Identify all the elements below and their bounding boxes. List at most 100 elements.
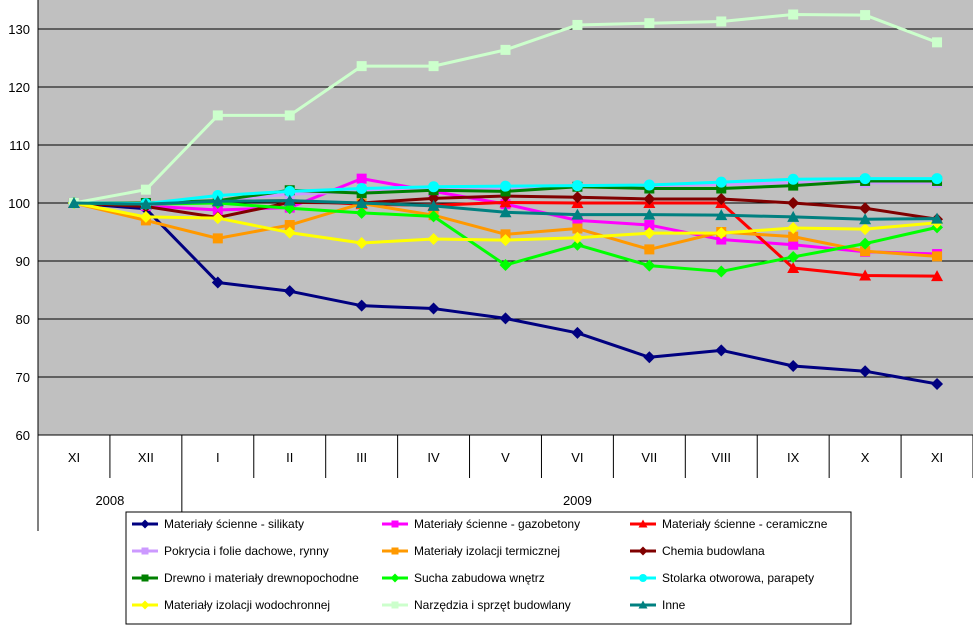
data-point: [500, 180, 511, 192]
y-tick-label: 110: [9, 138, 30, 153]
data-point: [571, 326, 584, 339]
data-point: [859, 213, 872, 225]
data-point: [571, 231, 584, 244]
data-point: [716, 183, 727, 194]
legend: Materiały ścienne - silikaty Materiały śc…: [125, 511, 852, 625]
data-point: [427, 192, 440, 205]
x-tick-label: II: [286, 450, 293, 465]
legend-item: Inne: [630, 598, 686, 612]
data-point: [859, 202, 872, 215]
data-point: [572, 19, 583, 30]
data-point: [715, 265, 728, 278]
data-point: [859, 223, 872, 236]
data-point: [644, 18, 655, 29]
x-tick-label: X: [861, 450, 870, 465]
legend-item: Narzędzia i sprzęt budowlany: [382, 598, 571, 612]
data-point: [427, 210, 440, 223]
data-point: [284, 220, 295, 231]
legend-label: Materiały ścienne - silikaty: [164, 517, 304, 531]
legend-label: Chemia budowlana: [662, 544, 765, 558]
data-point: [284, 110, 295, 121]
data-point: [788, 239, 799, 250]
data-point: [644, 220, 655, 231]
data-point: [859, 365, 872, 378]
y-tick-label: 80: [16, 312, 30, 327]
data-point: [212, 204, 223, 215]
data-point: [715, 209, 728, 221]
legend-item: Materiały izolacji wodochronnej: [132, 598, 330, 612]
data-point: [643, 192, 656, 205]
data-point: [715, 344, 728, 357]
legend-item: Materiały ścienne - silikaty: [132, 517, 304, 531]
data-point: [715, 227, 728, 240]
legend-marker: [639, 574, 647, 582]
data-point: [859, 173, 871, 185]
data-point: [427, 302, 440, 315]
series-12: [67, 194, 944, 225]
legend-marker: [391, 547, 399, 555]
legend-label: Materiały izolacji wodochronnej: [164, 598, 330, 612]
legend-item: Pokrycia i folie dachowe, rynny: [132, 544, 329, 558]
data-point: [644, 244, 655, 255]
data-point: [643, 227, 656, 240]
legend-label: Drewno i materiały drewnopochodne: [164, 571, 359, 585]
x-tick-label: VI: [571, 450, 583, 465]
legend-label: Materiały izolacji termicznej: [414, 544, 560, 558]
legend-marker: [140, 600, 150, 610]
data-point: [572, 215, 583, 226]
y-tick-label: 120: [8, 80, 30, 95]
legend-marker: [390, 573, 400, 583]
data-point: [715, 176, 727, 188]
legend-marker: [141, 574, 149, 582]
legend-item: Stolarka otworowa, parapety: [630, 571, 814, 585]
data-point: [356, 183, 368, 194]
x-tick-label: XII: [138, 450, 154, 465]
legend-label: Pokrycia i folie dachowe, rynny: [164, 544, 329, 558]
legend-box: [125, 511, 852, 625]
y-tick-label: 130: [8, 22, 30, 37]
legend-item: Materiały ścienne - gazobetony: [382, 517, 580, 531]
data-point: [140, 184, 151, 195]
legend-marker: [638, 519, 648, 528]
legend-marker: [638, 600, 648, 609]
series-lines: [67, 9, 944, 390]
data-point: [355, 197, 368, 208]
data-point: [211, 276, 224, 289]
year-label: 2009: [563, 493, 592, 508]
data-point: [859, 269, 872, 281]
x-tick-label: IV: [427, 450, 440, 465]
data-point: [139, 210, 152, 223]
series-11: [68, 9, 943, 208]
data-point: [211, 212, 224, 225]
data-point: [427, 232, 440, 245]
y-tick-label: 100: [8, 196, 30, 211]
data-point: [787, 197, 800, 209]
data-point: [931, 377, 944, 390]
data-point: [643, 259, 656, 272]
data-point: [499, 206, 512, 218]
data-point: [643, 351, 656, 364]
data-point: [499, 234, 512, 247]
series-1: [67, 197, 944, 390]
legend-item: Sucha zabudowa wnętrz: [382, 571, 545, 585]
data-point: [139, 198, 152, 210]
data-point: [355, 206, 368, 219]
x-tick-label: XI: [68, 450, 80, 465]
data-point: [67, 197, 80, 208]
data-point: [283, 285, 296, 298]
legend-label: Stolarka otworowa, parapety: [662, 571, 814, 585]
data-point: [787, 359, 800, 372]
legend-marker: [638, 546, 648, 556]
x-tick-label: VIII: [712, 450, 732, 465]
x-tick-label: VII: [641, 450, 657, 465]
legend-marker: [140, 519, 150, 529]
data-point: [787, 173, 799, 185]
legend-label: Inne: [662, 598, 686, 612]
data-point: [500, 44, 511, 55]
year-label: 2008: [95, 493, 124, 508]
data-point: [356, 61, 367, 72]
data-point: [428, 181, 440, 193]
data-point: [643, 208, 656, 220]
data-point: [571, 191, 584, 204]
x-tick-label: XI: [931, 450, 943, 465]
